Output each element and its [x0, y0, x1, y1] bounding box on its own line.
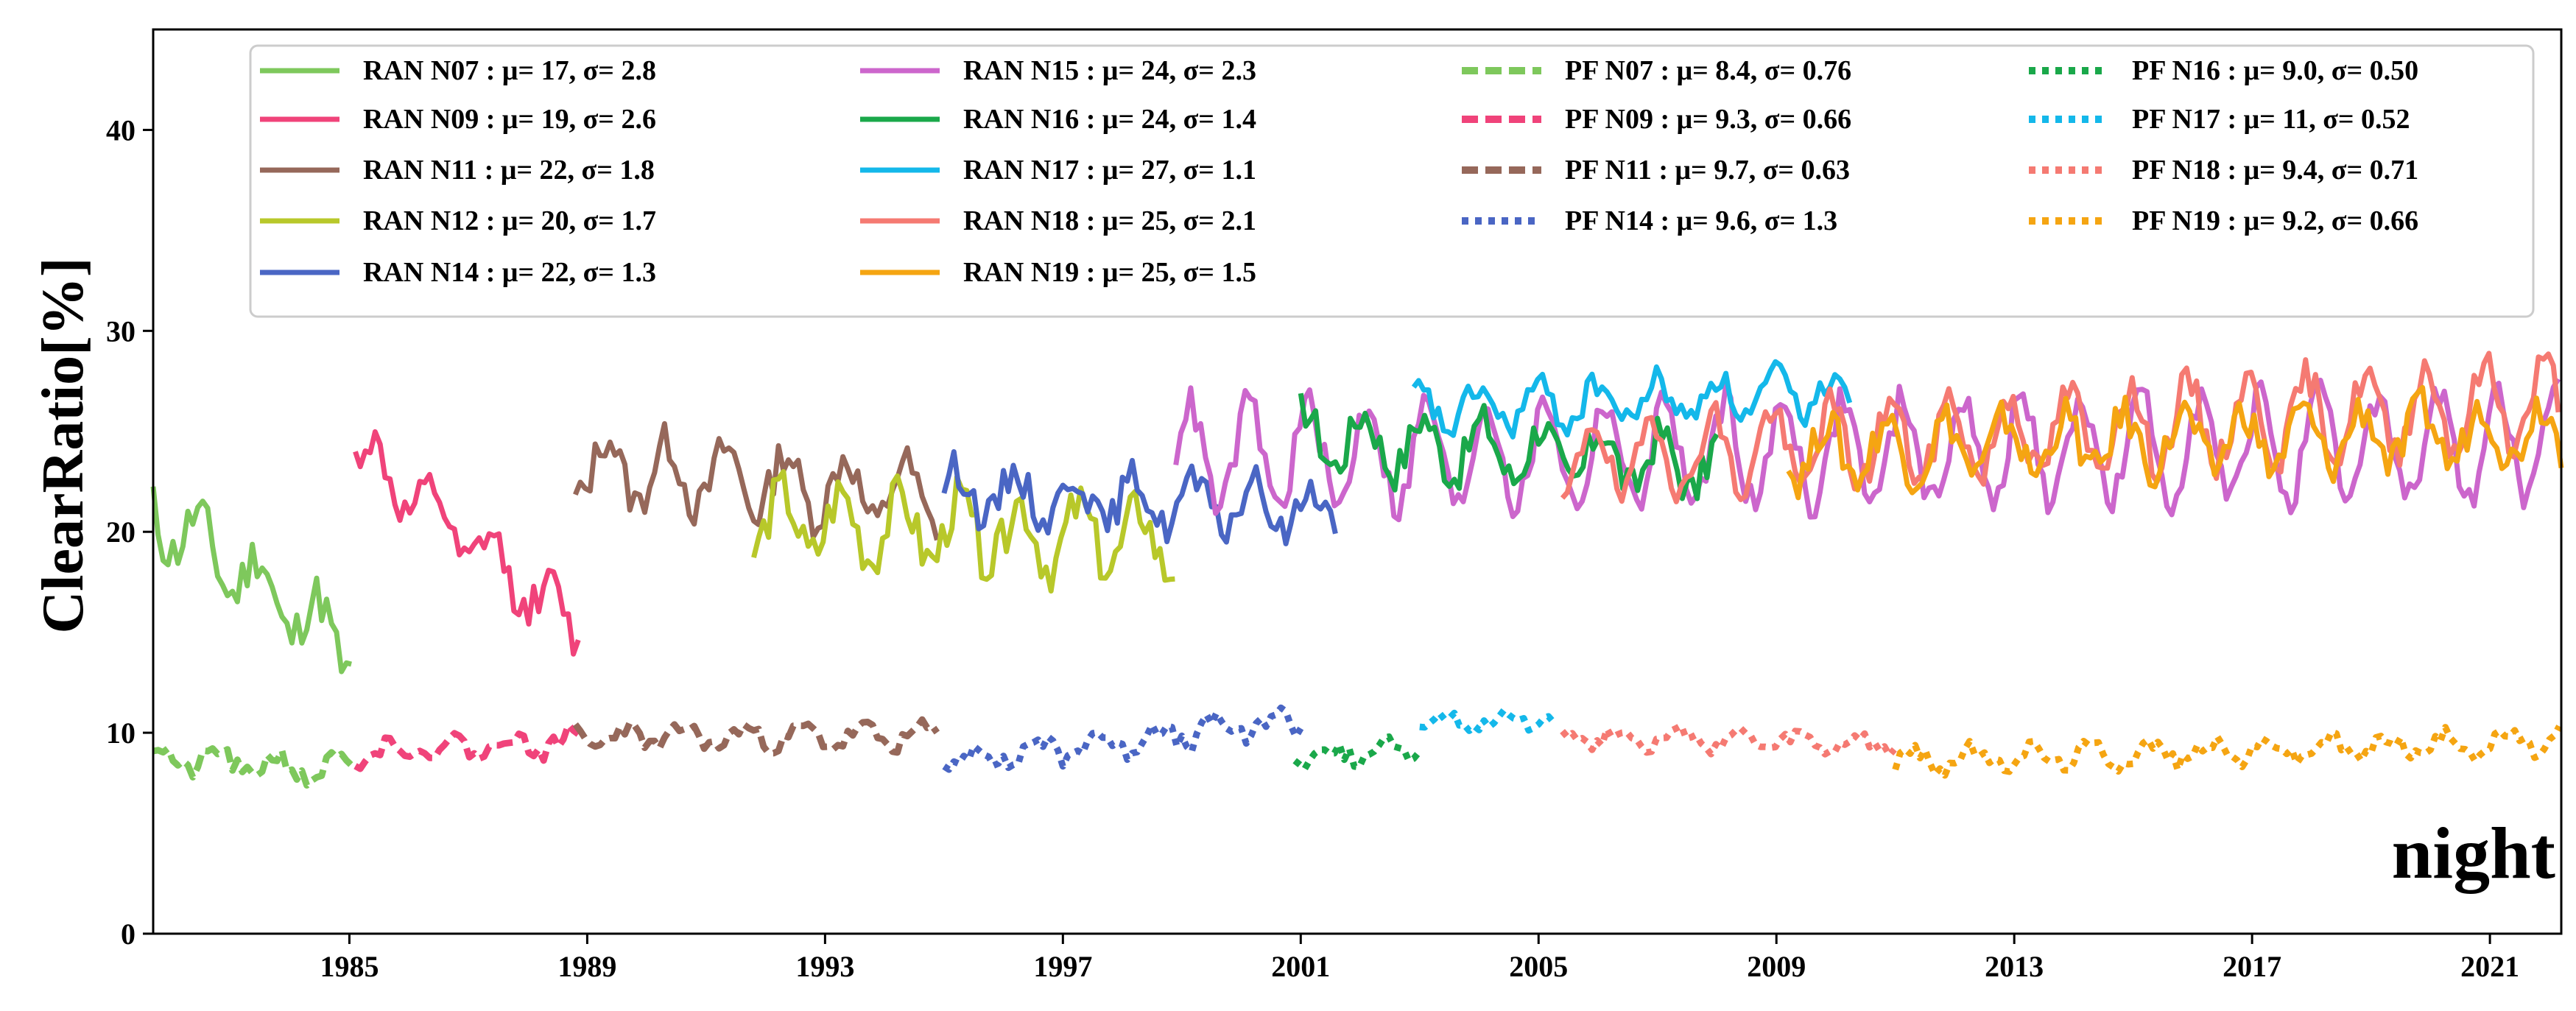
legend-entry-label: PF N11 : μ= 9.7, σ= 0.63 [1565, 155, 1850, 186]
x-tick-label: 2017 [2223, 950, 2281, 983]
y-tick-label: 0 [121, 917, 136, 951]
y-tick-label: 10 [106, 716, 136, 750]
legend-entry-label: PF N16 : μ= 9.0, σ= 0.50 [2132, 55, 2418, 86]
legend-entry-label: PF N17 : μ= 11, σ= 0.52 [2132, 104, 2410, 135]
legend-entry-label: PF N14 : μ= 9.6, σ= 1.3 [1565, 205, 1837, 236]
night-annotation: night [2392, 812, 2555, 894]
series-line-ran-n17 [1411, 359, 1853, 440]
series-line-pf-n14 [942, 704, 1304, 773]
series-line-ran-n15 [1173, 377, 2561, 523]
x-tick-label: 2009 [1747, 950, 1806, 983]
series-line-pf-n11 [572, 716, 940, 757]
y-tick-label: 40 [106, 113, 136, 147]
x-tick-label: 1985 [320, 950, 379, 983]
legend-entry-label: PF N07 : μ= 8.4, σ= 0.76 [1565, 55, 1851, 86]
series-line-ran-n12 [751, 469, 1175, 594]
legend-entry-label: RAN N15 : μ= 24, σ= 2.3 [963, 55, 1256, 86]
legend-entry-label: RAN N19 : μ= 25, σ= 1.5 [963, 257, 1256, 288]
x-tick-label: 2013 [1985, 950, 2044, 983]
legend-entry-label: RAN N16 : μ= 24, σ= 1.4 [963, 104, 1256, 135]
legend-entry-label: RAN N07 : μ= 17, σ= 2.8 [363, 55, 656, 86]
legend-entry-label: RAN N12 : μ= 20, σ= 1.7 [363, 205, 656, 236]
legend-entry-label: PF N19 : μ= 9.2, σ= 0.66 [2132, 205, 2418, 236]
y-axis-label: ClearRatio[%] [31, 258, 96, 634]
legend-entry-label: RAN N11 : μ= 22, σ= 1.8 [363, 155, 655, 186]
x-tick-label: 2021 [2460, 950, 2519, 983]
legend-box [249, 44, 2535, 318]
series-layer [150, 350, 2564, 789]
series-line-pf-n09 [353, 721, 580, 772]
x-tick-label: 1989 [557, 950, 616, 983]
legend-entry-label: PF N09 : μ= 9.3, σ= 0.66 [1565, 104, 1851, 135]
plot-frame [152, 28, 2563, 935]
series-line-ran-n11 [573, 420, 940, 541]
legend-entry-label: RAN N18 : μ= 25, σ= 2.1 [963, 205, 1256, 236]
series-line-pf-n16 [1292, 733, 1421, 772]
y-tick-label: 20 [106, 515, 136, 549]
x-tick-label: 2005 [1509, 950, 1568, 983]
y-tick-label: 30 [106, 314, 136, 348]
series-line-ran-n16 [1298, 392, 1720, 501]
x-tick-label: 1993 [795, 950, 854, 983]
legend-entry-label: RAN N14 : μ= 22, σ= 1.3 [363, 257, 656, 288]
series-line-pf-n07 [152, 744, 354, 789]
series-line-ran-n14 [941, 449, 1338, 546]
legend: RAN N07 : μ= 17, σ= 2.8 RAN N09 : μ= 19, … [249, 44, 2535, 318]
legend-entry-label: RAN N17 : μ= 27, σ= 1.1 [963, 155, 1256, 186]
axes-layer: 1985 1989 1993 1997 2001 2005 2009 2013 2017 2021… [106, 28, 2563, 983]
series-line-pf-n17 [1419, 707, 1556, 734]
series-line-pf-n19 [1892, 724, 2563, 779]
series-line-ran-n07 [150, 486, 352, 674]
x-tick-label: 1997 [1033, 950, 1092, 983]
legend-entry-label: RAN N09 : μ= 19, σ= 2.6 [363, 104, 656, 135]
x-tick-label: 2001 [1271, 950, 1330, 983]
legend-entry-label: PF N18 : μ= 9.4, σ= 0.71 [2132, 155, 2418, 186]
series-line-pf-n18 [1560, 722, 1897, 759]
series-line-ran-n19 [1786, 384, 2564, 501]
series-line-ran-n09 [353, 429, 581, 657]
